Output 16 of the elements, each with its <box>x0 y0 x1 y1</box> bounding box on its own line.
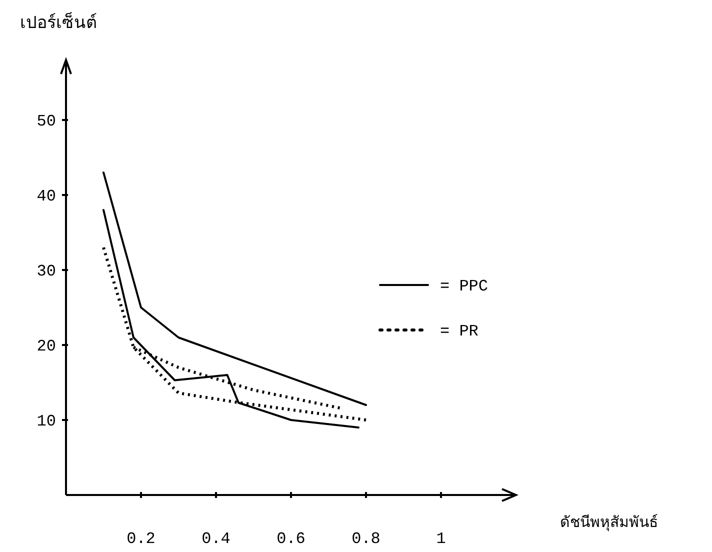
x-tick-label: 0.4 <box>202 530 230 548</box>
y-tick-label: 50 <box>36 112 56 131</box>
y-tick-label: 30 <box>36 262 56 281</box>
x-tick-label: 0.8 <box>352 530 380 548</box>
y-tick-label: 20 <box>36 338 56 356</box>
legend-label: = PPC <box>440 278 488 296</box>
line-series <box>132 346 342 410</box>
x-tick-label: 0.6 <box>276 530 306 548</box>
x-tick-label: 0.2 <box>126 530 156 548</box>
legend-label: = PR <box>440 322 479 341</box>
y-tick-label: 40 <box>36 188 56 206</box>
y-axis-title: เปอร์เซ็นต์ <box>20 11 97 33</box>
x-tick-label: 1 <box>436 530 446 548</box>
line-series <box>102 172 367 406</box>
y-tick-label: 10 <box>36 412 56 431</box>
x-axis-title: ดัชนีพหุสัมพันธ์ <box>560 513 658 532</box>
